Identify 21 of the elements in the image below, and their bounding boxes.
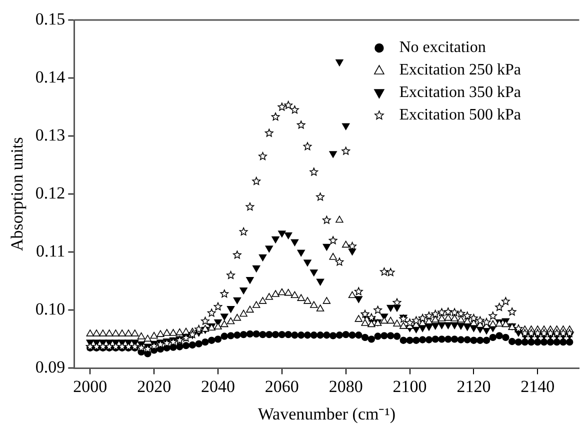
legend-label: Excitation 250 kPa	[399, 62, 521, 79]
legend-label: Excitation 500 kPa	[399, 106, 521, 124]
legend-label: Excitation 350 kPa	[399, 84, 521, 102]
y-tick-label: 0.10	[35, 300, 66, 319]
y-tick-label: 0.13	[35, 126, 66, 145]
y-tick-label: 0.12	[35, 184, 66, 203]
x-tick-label: 2080	[328, 376, 363, 396]
x-tick-label: 2060	[264, 376, 299, 396]
y-axis-title: Absorption units	[8, 137, 27, 252]
y-tick-label: 0.11	[36, 242, 66, 261]
y-tick-label: 0.14	[35, 68, 66, 86]
x-tick-label: 2120	[456, 376, 491, 396]
x-tick-label: 2040	[200, 376, 235, 396]
legend-label: No excitation	[399, 39, 486, 56]
x-axis-title: Wavenumber (cm⁻¹)	[258, 404, 396, 424]
y-tick-label: 0.09	[35, 358, 66, 377]
x-tick-label: 2140	[520, 376, 555, 396]
x-tick-label: 2100	[392, 376, 427, 396]
x-tick-label: 2000	[73, 376, 108, 396]
x-tick-label: 2020	[137, 376, 172, 396]
y-tick-label: 0.15	[35, 9, 66, 28]
